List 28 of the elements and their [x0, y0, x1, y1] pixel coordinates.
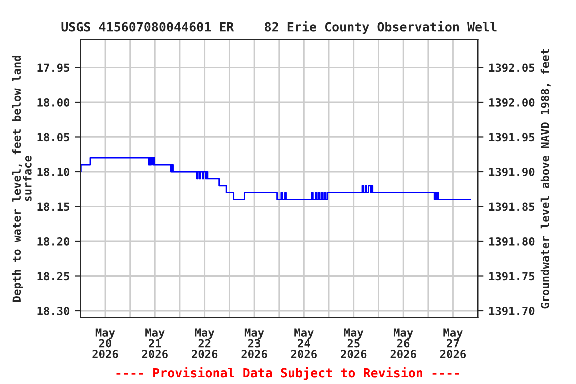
y-tick-label: 18.05: [38, 133, 70, 142]
y2-tick-label: 1391.70: [490, 306, 535, 316]
y-tick-label: 18.30: [38, 306, 70, 316]
y-tick-label: 17.95: [38, 64, 70, 72]
x-tick-label: May 21 2026: [142, 328, 168, 358]
y-tick-label: 18.15: [38, 202, 70, 212]
x-tick-label: May 25 2026: [341, 328, 367, 358]
y2-tick-label: 1391.75: [490, 272, 535, 281]
y-tick-label: 18.00: [38, 98, 70, 107]
x-tick-label: May 20 2026: [92, 328, 118, 358]
y2-tick-label: 1392.00: [490, 98, 535, 107]
x-tick-label: May 26 2026: [390, 328, 416, 358]
text: ---- Provisional Data Subject to Revision ----: [116, 367, 460, 380]
y-tick-label: 18.10: [38, 168, 70, 176]
y2-tick-label: 1391.80: [490, 237, 535, 246]
y-axis-title: Depth to water level, feet below land surface: [12, 56, 32, 302]
y2-tick-label: 1391.85: [490, 202, 535, 212]
y2-tick-label: 1392.05: [490, 64, 535, 72]
y-tick-label: 18.20: [38, 237, 70, 246]
y2-tick-label: 1391.95: [490, 133, 535, 142]
x-tick-label: May 22 2026: [192, 328, 218, 358]
x-tick-label: May 27 2026: [440, 328, 466, 358]
y2-axis-title: Groundwater level above NAVD 1988, feet: [540, 49, 551, 309]
x-tick-label: May 23 2026: [242, 328, 268, 358]
x-tick-label: May 24 2026: [291, 328, 317, 358]
chart-title: USGS 415607080044601 ER 82 Erie County Observation Well: [62, 21, 497, 34]
y-tick-label: 18.25: [38, 272, 70, 281]
y2-tick-label: 1391.90: [490, 168, 535, 176]
